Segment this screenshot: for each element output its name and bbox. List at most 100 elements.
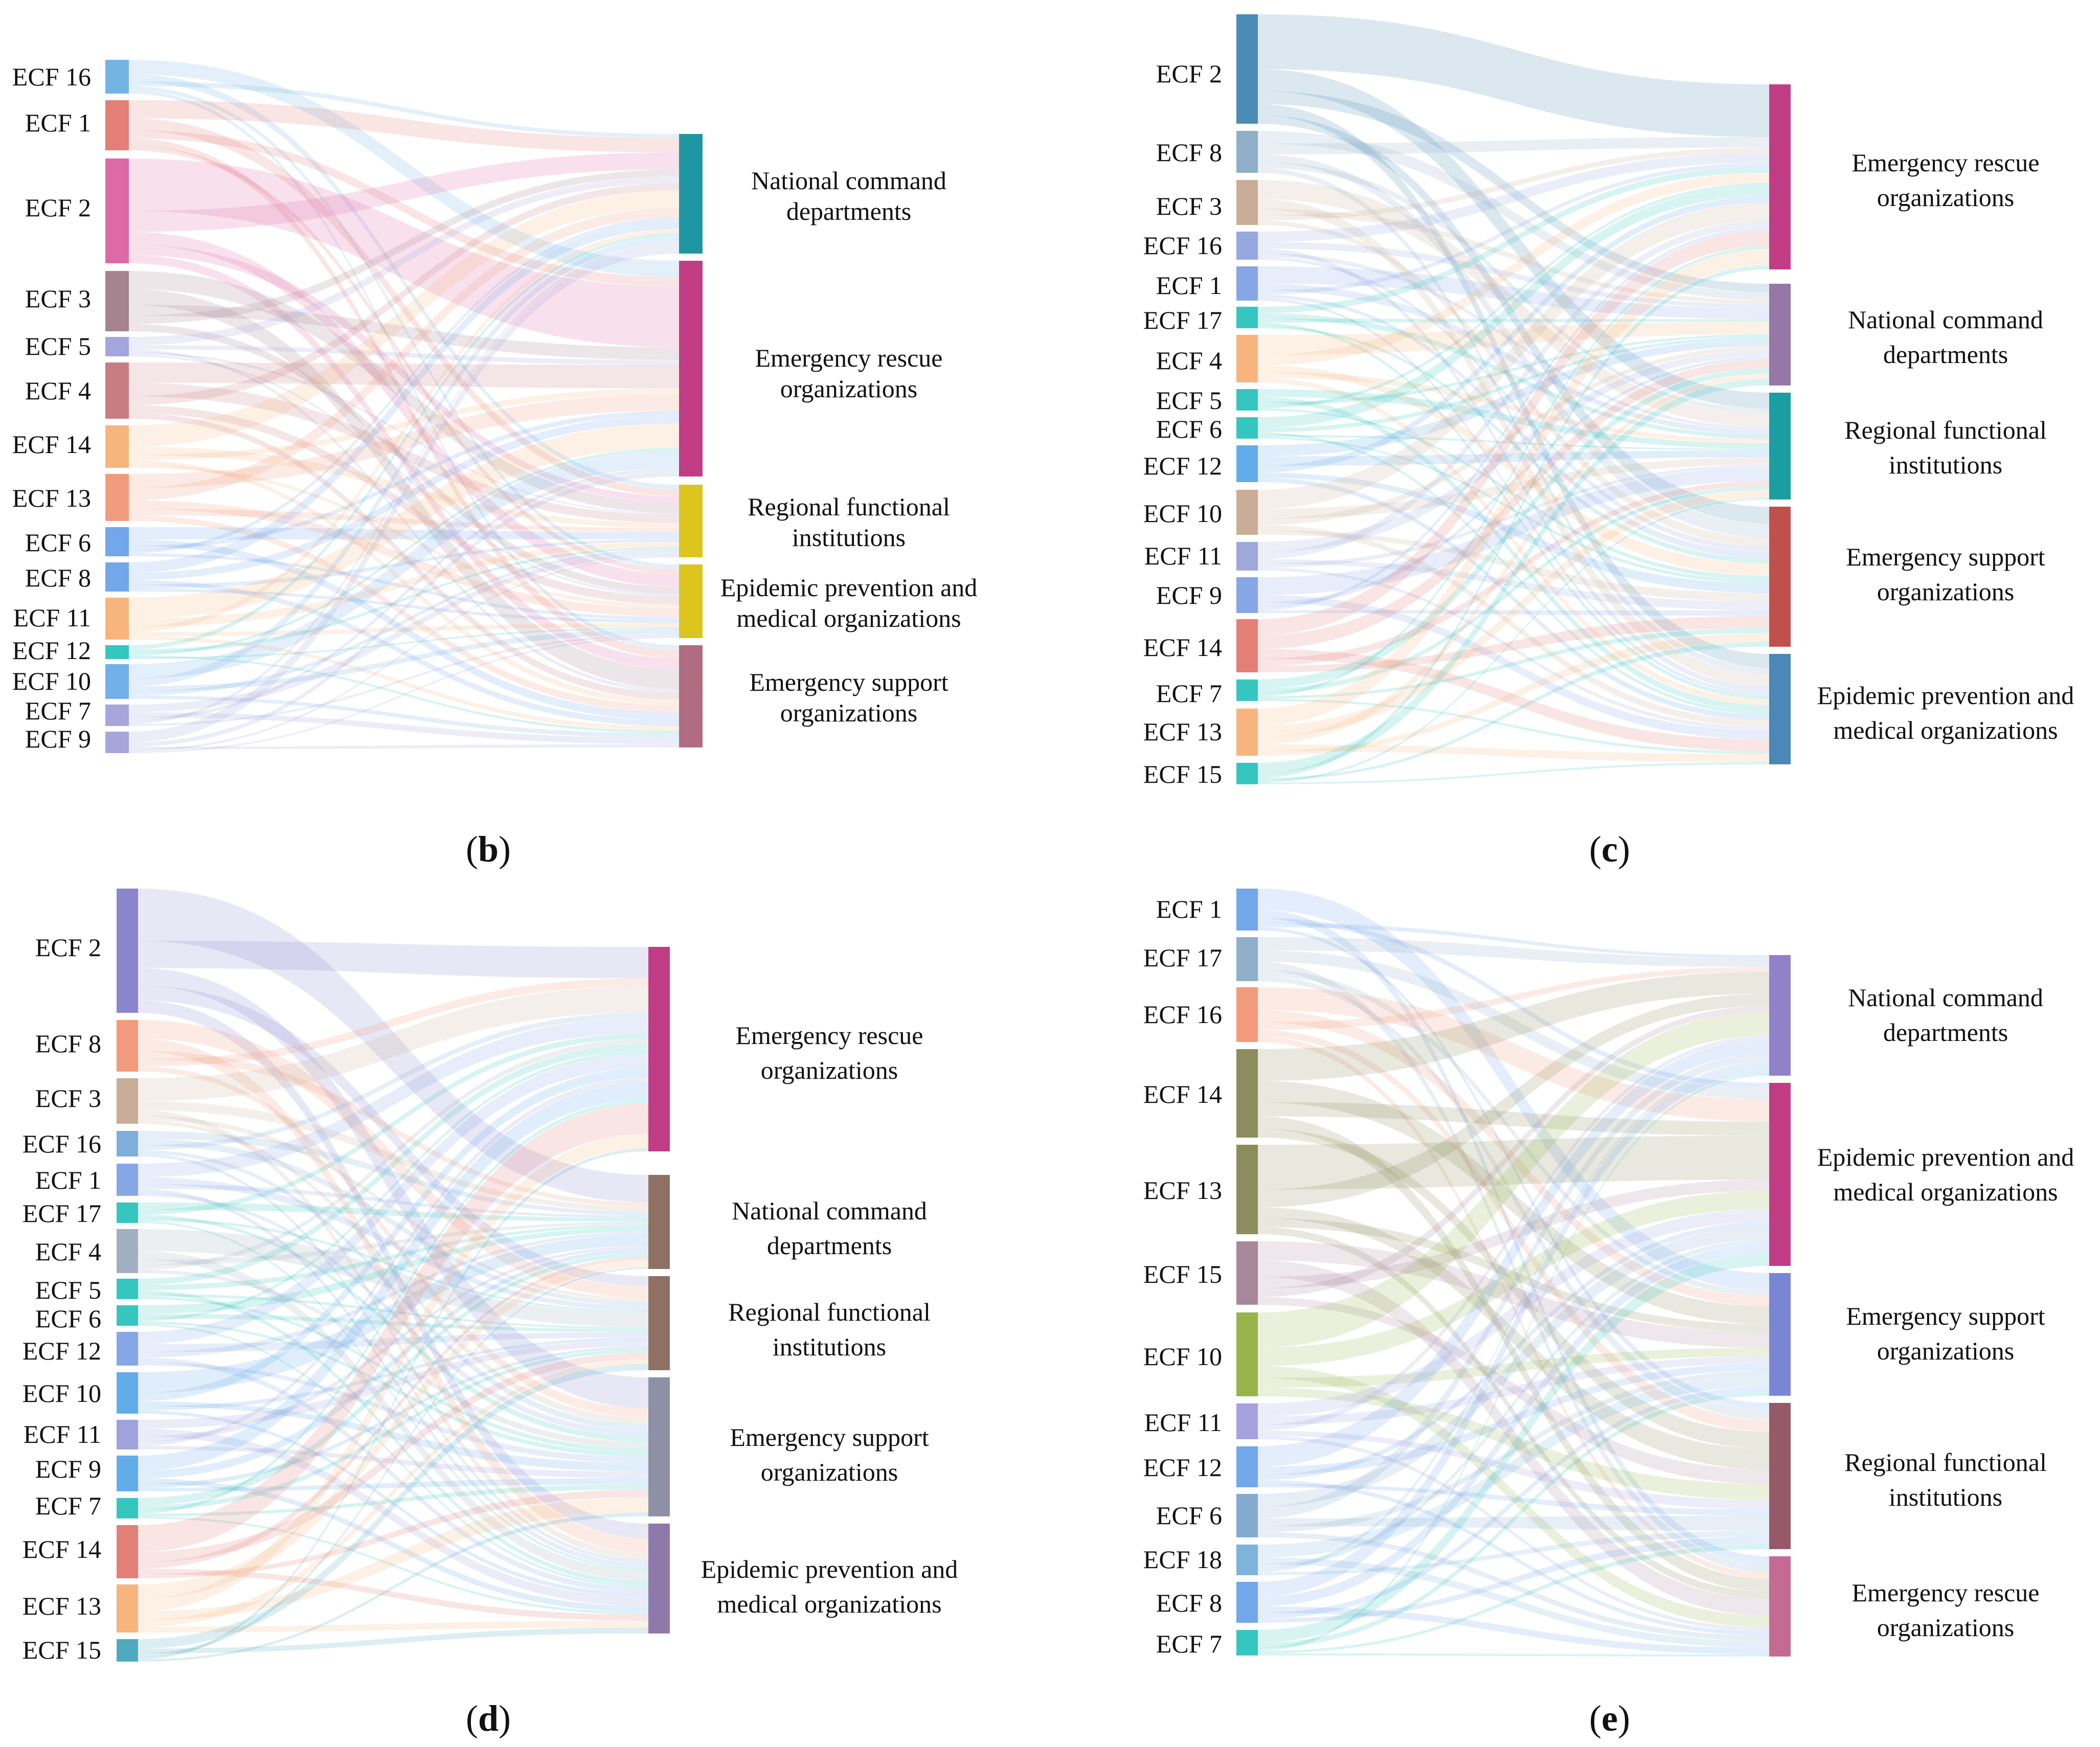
flow-link [129,233,679,650]
flow-link [1258,319,1769,323]
flow-link [1258,1209,1769,1417]
target-node-emergency-support [1769,1273,1791,1396]
flow-link [1258,649,1769,752]
source-label: ECF 5 [35,1276,101,1304]
target-node-national-command [1769,955,1791,1076]
flow-link [129,382,679,523]
flow-link [138,1184,648,1218]
flow-link [1258,231,1769,636]
flow-link [129,232,679,587]
source-label: ECF 15 [22,1636,101,1664]
source-label: ECF 12 [1143,1453,1222,1482]
flow-link [129,627,679,659]
flow-link [1258,1431,1769,1510]
flow-link [1258,1364,1769,1475]
source-label: ECF 2 [1156,59,1222,88]
source-label: ECF 7 [1156,1629,1222,1658]
source-label: ECF 7 [1156,679,1222,708]
flow-link [1258,642,1769,781]
flow-link [138,1044,648,1285]
flow-link [129,118,679,496]
target-label: Emergency support [730,1423,929,1451]
panel-b-links [129,60,679,753]
flow-link [1258,131,1769,300]
source-label: ECF 1 [25,108,91,137]
flow-link [138,1051,648,1322]
source-label: ECF 1 [1156,271,1222,300]
source-node-ecf-9 [1236,577,1258,613]
source-node-ecf-3 [105,271,129,331]
flow-link [1258,889,1769,1291]
flow-link [1258,104,1769,668]
flow-link [138,985,648,1286]
target-label: medical organizations [1833,716,2058,744]
flow-link [138,1357,648,1593]
flow-link [1258,202,1769,509]
flow-link [1258,172,1769,366]
target-label: organizations [761,1056,898,1084]
flow-link [1258,220,1769,559]
flow-link [138,1082,648,1471]
flow-link [1258,266,1769,320]
flow-link [138,1364,648,1649]
flow-link [138,1131,648,1216]
source-label: ECF 4 [25,376,91,405]
source-node-ecf-8 [1236,131,1258,173]
flow-link [129,138,679,659]
source-label: ECF 4 [35,1237,101,1266]
panel-b-nodes [105,60,703,753]
flow-link [138,1150,648,1431]
panel-letter-c: (c) [1589,829,1630,870]
source-node-ecf-3 [117,1078,138,1124]
source-node-ecf-16 [105,60,129,94]
flow-link [138,978,648,1067]
target-label: departments [1883,1018,2008,1047]
flow-link [1258,196,1769,473]
flow-link [129,527,679,539]
flow-link [1258,1061,1769,1572]
target-label: medical organizations [1833,1177,2058,1206]
flow-link [1258,559,1769,610]
source-label: ECF 6 [1156,415,1222,443]
flow-link [1258,147,1769,221]
flow-link [1258,972,1769,1081]
flow-link [138,1229,648,1327]
flow-link [138,1256,648,1569]
flow-link [129,236,679,687]
target-label: Regional functional [748,492,950,521]
flow-link [1258,1053,1769,1518]
source-label: ECF 5 [1156,386,1222,415]
target-label: Regional functional [728,1298,931,1326]
flow-link [129,423,679,619]
flow-link [138,1221,648,1265]
flow-link [1258,1530,1769,1575]
panel-d-labels: ECF 2 ECF 8 ECF 3 ECF 16 ECF 1 ECF 17 EC… [22,933,958,1739]
source-label: ECF 8 [25,563,91,592]
flow-link [138,1139,648,1306]
source-node-ecf-12 [1236,1446,1258,1487]
flow-link [1258,478,1769,720]
flow-link [1258,1006,1769,1298]
flow-link [1258,283,1769,435]
target-label: organizations [1877,1613,2014,1642]
flow-link [138,1359,648,1627]
target-label: medical organizations [717,1590,941,1618]
flow-link [1258,334,1769,405]
flow-link [129,636,679,753]
flow-link [138,1120,648,1424]
source-node-ecf-14 [1236,1049,1258,1138]
flow-link [138,1337,648,1411]
flow-link [1258,927,1769,1410]
source-node-ecf-13 [1236,709,1258,756]
flow-link [138,1054,648,1344]
flow-link [129,190,679,447]
flow-link [129,541,679,627]
flow-link [129,509,679,532]
source-label: ECF 6 [1156,1501,1222,1530]
source-label: ECF 16 [1143,231,1222,260]
source-label: ECF 12 [12,636,91,665]
flow-link [1258,186,1769,428]
flow-link [1258,595,1769,740]
flow-link [1258,248,1769,726]
